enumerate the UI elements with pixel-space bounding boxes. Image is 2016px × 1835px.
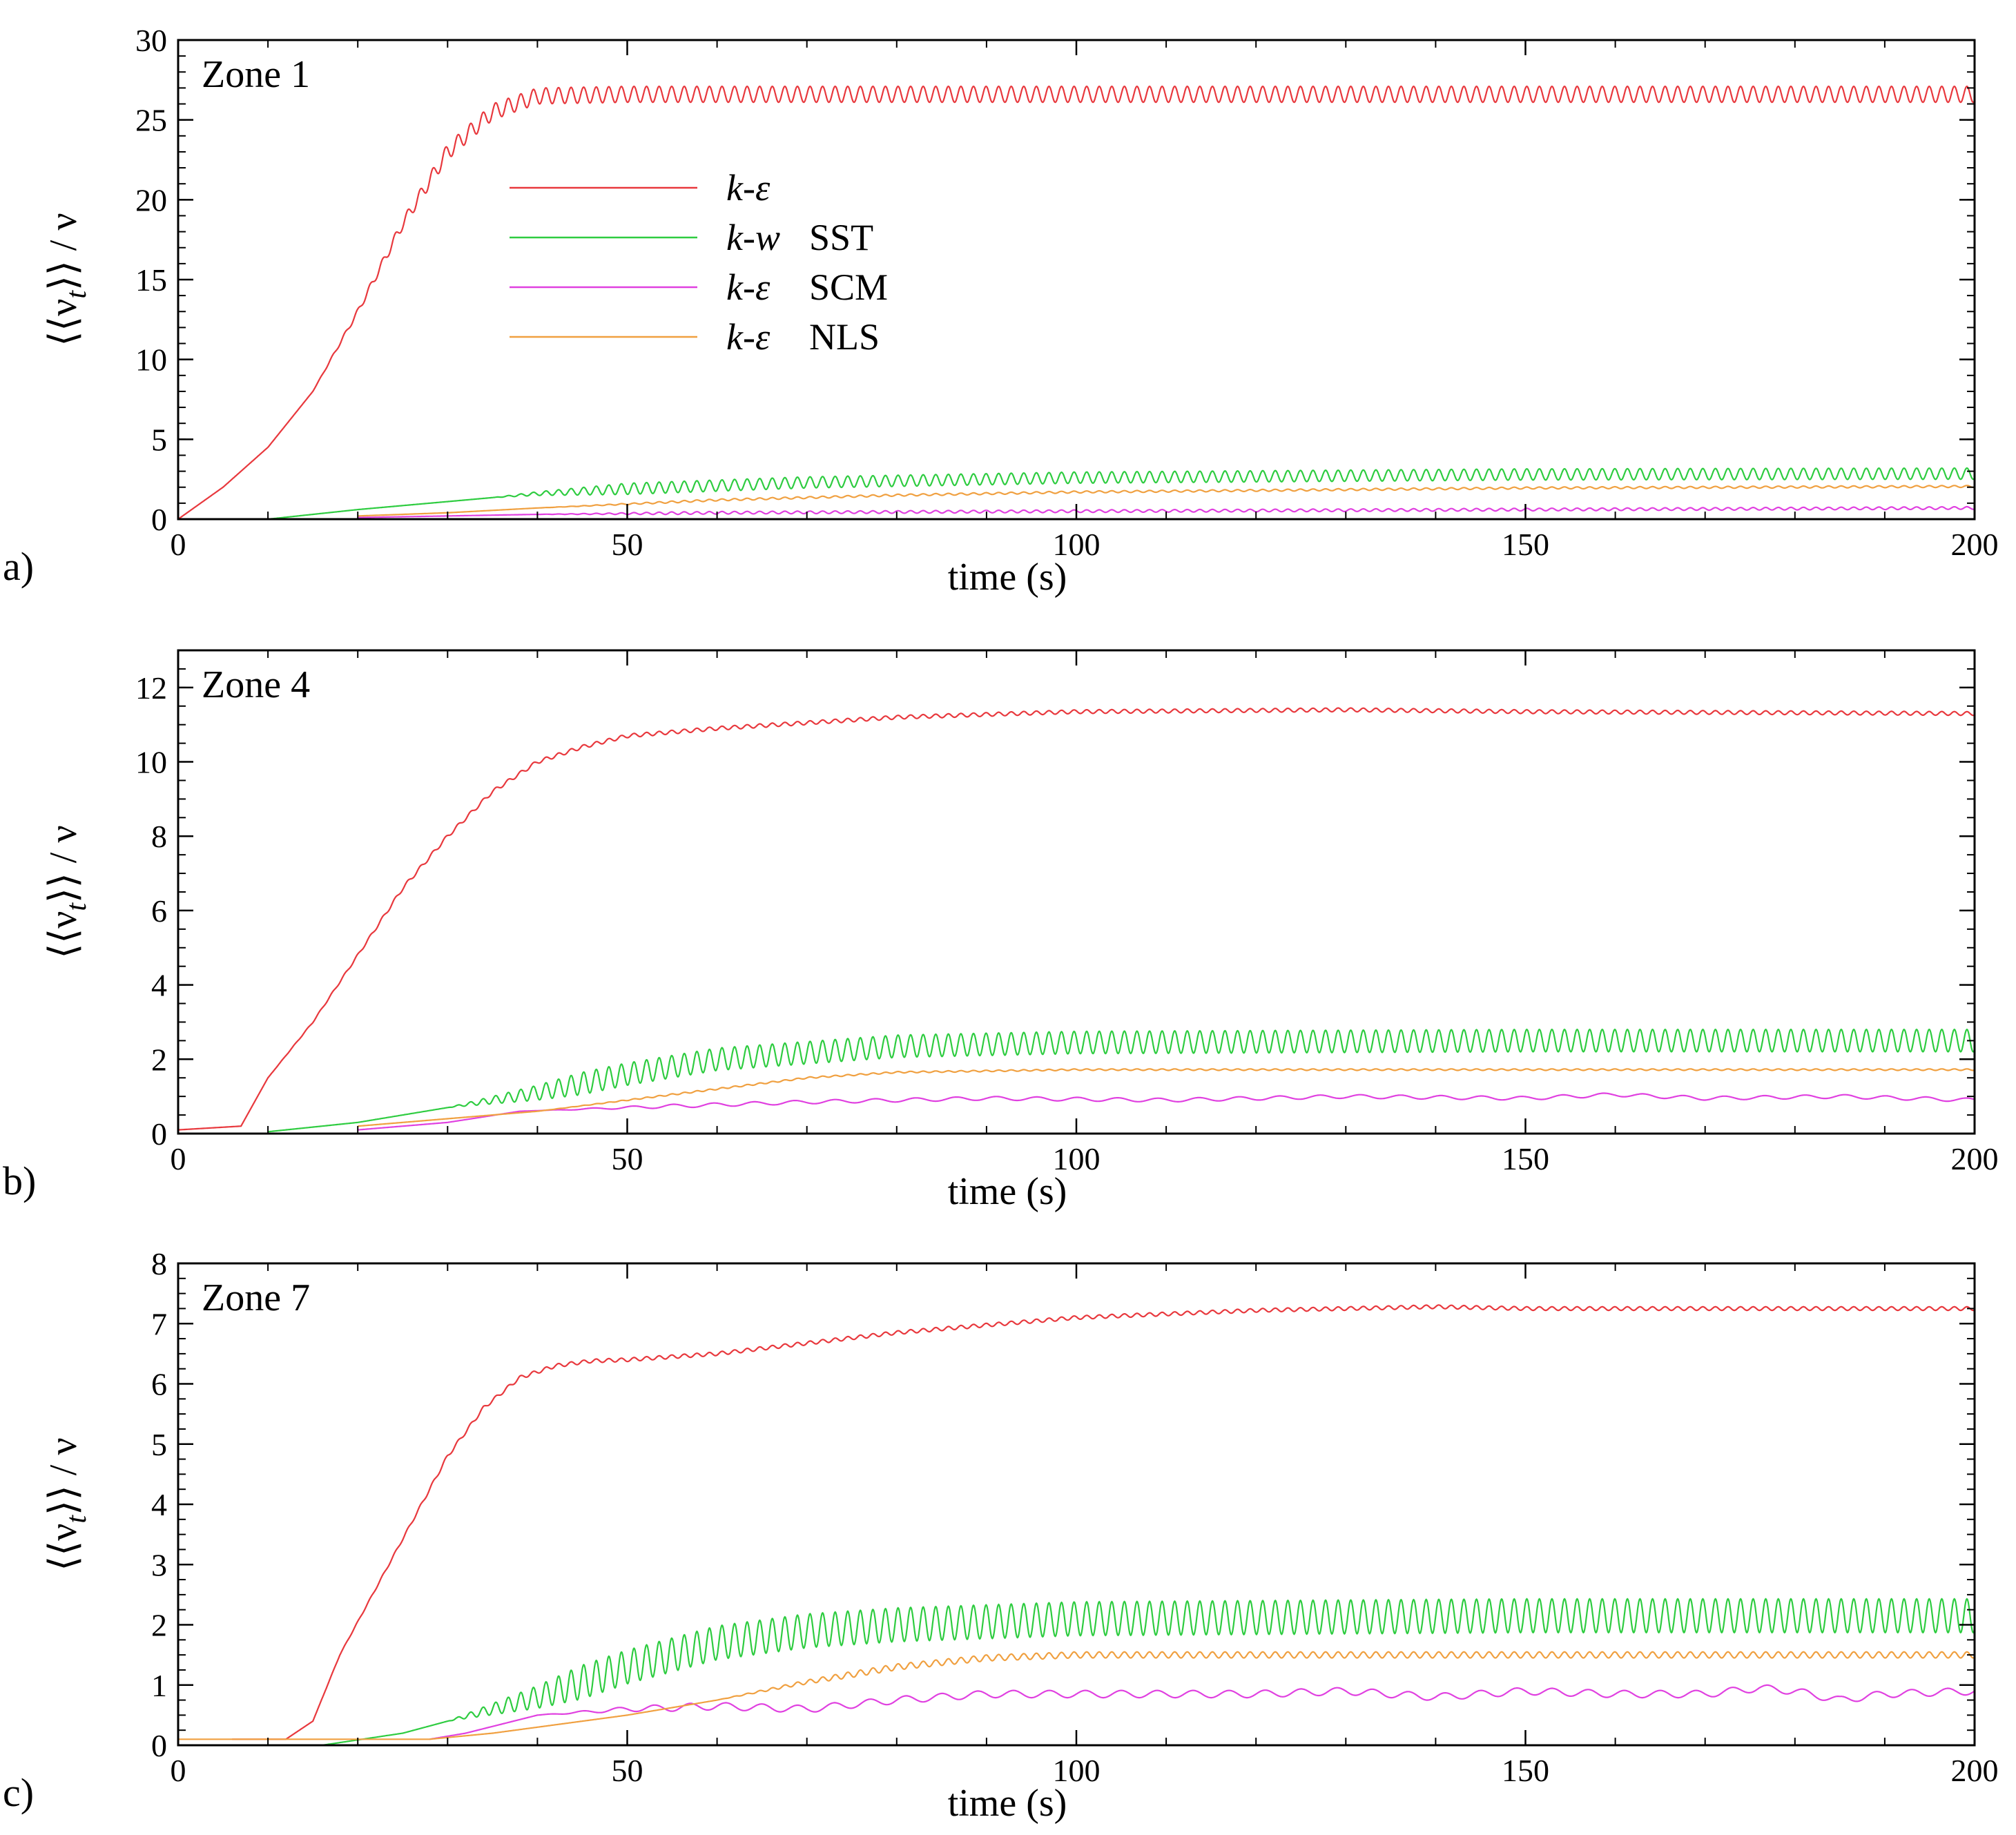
y-axis-label-main: ⟨⟨ν [42, 1524, 85, 1571]
y-tick-label: 4 [151, 1487, 167, 1522]
y-tick-label: 30 [135, 23, 167, 58]
x-tick-label: 200 [1951, 527, 1999, 562]
series-line-k-w-sst [267, 467, 1975, 519]
series-line-k [178, 85, 1975, 519]
zone-title: Zone 1 [202, 53, 310, 96]
x-tick-label: 200 [1951, 1141, 1999, 1176]
y-tick-label: 6 [151, 893, 167, 929]
y-axis-label-subscript: t [61, 290, 93, 299]
panel-1: 0 50 100 150 200 0 5 10 15 20 25 30 Zone 1 time (s) a)… [3, 23, 1999, 599]
legend-model: k-ε [726, 266, 770, 308]
legend-suffix: SST [809, 217, 873, 258]
series-line-k-nls [178, 1651, 1975, 1740]
x-tick-label: 100 [1053, 527, 1101, 562]
series-line-k [232, 1304, 1975, 1740]
plot-frame [177, 649, 1976, 1135]
y-tick-label: 5 [151, 422, 167, 457]
y-axis-label-subscript: t [61, 902, 93, 911]
legend-entry: k-ε NLS [726, 316, 880, 358]
x-tick-label: 50 [612, 1753, 643, 1788]
x-tick-label: 0 [171, 527, 186, 562]
y-axis-label: ⟨⟨νt⟩⟩ / ν [42, 1437, 93, 1571]
legend-entry: k-ε SCM [726, 266, 888, 308]
y-tick-label: 0 [151, 1728, 167, 1763]
y-tick-label: 6 [151, 1367, 167, 1402]
panel-3: 0 50 100 150 200 0 1 2 3 4 5 6 7 8 Zone 7 time (s) c) ⟨⟨ν… [3, 1246, 1999, 1825]
x-tick-label: 150 [1502, 1753, 1549, 1788]
legend-entry: k-ε [726, 167, 770, 208]
y-axis-label-tail: ⟩⟩ / ν [42, 825, 85, 903]
x-tick-label: 100 [1053, 1753, 1101, 1788]
y-tick-label: 3 [151, 1547, 167, 1582]
x-axis-label: time (s) [948, 1782, 1067, 1825]
y-tick-label: 2 [151, 1608, 167, 1643]
y-axis-label-subscript: t [61, 1515, 93, 1524]
legend: k-ε k-w SST k-ε SCM k-ε NLS [510, 167, 888, 358]
y-tick-label: 10 [135, 745, 167, 780]
legend-entry: k-w SST [726, 217, 873, 258]
y-axis-label: ⟨⟨νt⟩⟩ / ν [42, 825, 93, 958]
x-tick-label: 50 [612, 527, 643, 562]
legend-suffix: NLS [809, 316, 880, 358]
y-tick-label: 7 [151, 1306, 167, 1341]
panel-2: 0 50 100 150 200 0 2 4 6 8 10 12 Zone 4 time (s) b) ⟨⟨ν… [3, 649, 1999, 1213]
series-line-k-w-sst [267, 1028, 1975, 1133]
y-tick-label: 15 [135, 262, 167, 298]
series-line-k-scm [429, 1684, 1975, 1740]
x-tick-label: 0 [171, 1141, 186, 1176]
series-line-k-nls [358, 1068, 1975, 1127]
panel-label: b) [3, 1158, 36, 1203]
x-tick-label: 150 [1502, 1141, 1549, 1176]
y-tick-label: 4 [151, 968, 167, 1003]
x-axis-label: time (s) [948, 556, 1067, 599]
y-axis-label: ⟨⟨νt⟩⟩ / ν [42, 213, 93, 346]
plot-frame [177, 1262, 1976, 1747]
panel-label: c) [3, 1770, 34, 1815]
zone-title: Zone 4 [202, 663, 310, 706]
series-line-k-w-sst [322, 1598, 1975, 1745]
y-tick-label: 0 [151, 1116, 167, 1152]
plot-frame [177, 39, 1976, 521]
y-tick-label: 2 [151, 1042, 167, 1077]
x-tick-label: 200 [1951, 1753, 1999, 1788]
x-tick-label: 0 [171, 1753, 186, 1788]
y-tick-label: 20 [135, 182, 167, 217]
y-tick-label: 8 [151, 819, 167, 854]
legend-model: k-ε [726, 316, 770, 358]
y-tick-label: 1 [151, 1668, 167, 1703]
y-axis-label-tail: ⟩⟩ / ν [42, 1437, 85, 1515]
x-tick-label: 100 [1053, 1141, 1101, 1176]
y-axis-label-tail: ⟩⟩ / ν [42, 213, 85, 291]
y-tick-label: 0 [151, 502, 167, 537]
x-tick-label: 50 [612, 1141, 643, 1176]
y-axis-label-main: ⟨⟨ν [42, 299, 85, 347]
x-tick-label: 150 [1502, 527, 1549, 562]
series-line-k-scm [358, 1092, 1975, 1131]
y-axis-label-main: ⟨⟨ν [42, 911, 85, 959]
legend-suffix: SCM [809, 266, 888, 308]
panel-label: a) [3, 544, 34, 589]
legend-model: k-ε [726, 167, 770, 208]
x-axis-label: time (s) [948, 1170, 1067, 1213]
y-tick-label: 12 [135, 670, 167, 706]
legend-model: k-w [726, 217, 780, 258]
y-tick-label: 10 [135, 342, 167, 378]
y-tick-label: 25 [135, 103, 167, 138]
y-tick-label: 8 [151, 1246, 167, 1281]
y-tick-label: 5 [151, 1427, 167, 1462]
series-line-k [178, 707, 1975, 1131]
zone-title: Zone 7 [202, 1276, 310, 1319]
